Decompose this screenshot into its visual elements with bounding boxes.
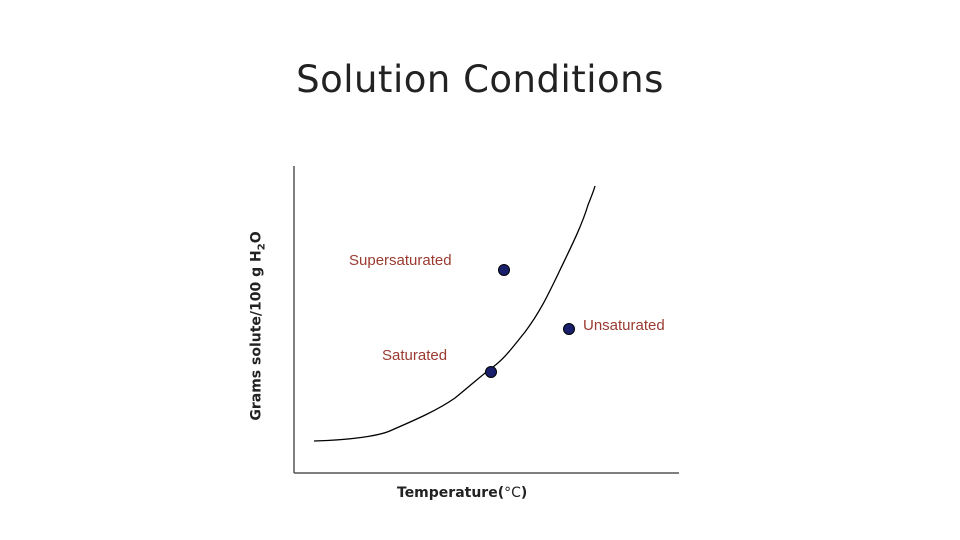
x-axis-label-text: Temperature( [397,485,505,501]
x-axis-label-close: ) [520,485,528,501]
y-axis-label: Grams solute/100 g H2O [249,231,268,420]
x-axis-label: Temperature(°C) [397,485,527,501]
y-axis-label-prefix: Grams solute/100 g H [248,250,265,421]
supersaturated-label: Supersaturated [349,252,452,269]
unsaturated-label: Unsaturated [583,317,665,334]
x-axis-unit: °C [504,485,521,501]
y-axis-label-subscript: 2 [256,243,268,251]
solubility-curve [313,185,596,442]
y-axis-label-suffix: O [248,231,265,244]
saturated-label: Saturated [382,347,448,364]
saturated-point [485,366,497,378]
supersaturated-point [498,264,510,276]
slide-title: Solution Conditions [296,58,664,101]
unsaturated-point [563,323,575,335]
